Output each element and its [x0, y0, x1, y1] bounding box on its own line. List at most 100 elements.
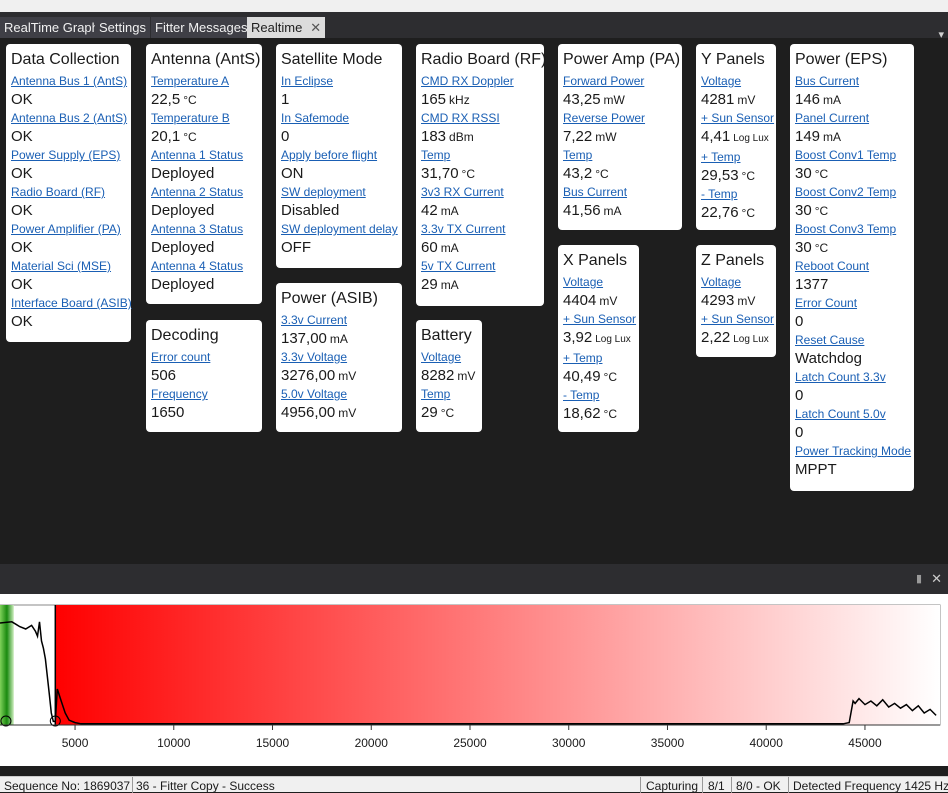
card-satellite-mode: Satellite Mode In Eclipse 1 In Safemode 0 App…: [276, 44, 402, 268]
field-label-link[interactable]: Power Amplifier (PA): [11, 222, 121, 236]
field-label-link[interactable]: + Sun Sensor: [563, 312, 637, 326]
frequency-marker[interactable]: [0, 715, 12, 727]
field-label-link[interactable]: Radio Board (RF): [11, 185, 106, 199]
value-text: 0: [795, 387, 804, 404]
value-unit: mV: [737, 294, 756, 308]
card-title: Power Amp (PA): [563, 51, 681, 68]
field-label-link[interactable]: Reboot Count: [795, 259, 870, 273]
field-label-link[interactable]: 3.3v Voltage: [281, 350, 348, 364]
field-label-link[interactable]: In Safemode: [281, 111, 350, 125]
field-value: 29,53 °C: [701, 165, 771, 187]
field-value: OK: [11, 237, 126, 259]
tab-realtime[interactable]: Realtime ✕: [247, 17, 326, 38]
x-tick-label: 5000: [62, 736, 89, 750]
value-unit: °C: [814, 204, 829, 218]
field-label-link[interactable]: Bus Current: [795, 74, 860, 88]
field-label-link[interactable]: Bus Current: [563, 185, 628, 199]
field-label-link[interactable]: Antenna 1 Status: [151, 148, 244, 162]
value-text: Deployed: [151, 165, 215, 182]
field-label-link[interactable]: Antenna Bus 1 (AntS): [11, 74, 128, 88]
pin-icon[interactable]: ▮: [915, 573, 922, 585]
value-text: 30: [795, 239, 812, 256]
field-label-link[interactable]: Temp: [421, 148, 451, 162]
tab-fitter-messages[interactable]: Fitter Messages: [151, 17, 252, 38]
tab-settings[interactable]: Settings: [95, 17, 150, 38]
tab-dropdown-icon[interactable]: ▾: [938, 29, 944, 41]
field-label-link[interactable]: Frequency: [151, 387, 208, 401]
field-label-link[interactable]: 3.3v Current: [281, 313, 348, 327]
field-label-link[interactable]: Temperature A: [151, 74, 230, 88]
field-value: 3276,00 mV: [281, 365, 397, 387]
field-label-link[interactable]: Panel Current: [795, 111, 870, 125]
field-label-link[interactable]: 5v TX Current: [421, 259, 496, 273]
value-text: OK: [11, 313, 33, 330]
field-label-link[interactable]: - Temp: [701, 187, 738, 201]
field-label-link[interactable]: Apply before flight: [281, 148, 378, 162]
spectrum-chart[interactable]: 5000 10000 15000 20000 25000 30000 35000 40000 4…: [0, 594, 948, 766]
field-label-link[interactable]: 5.0v Voltage: [281, 387, 348, 401]
field-label-link[interactable]: Error Count: [795, 296, 858, 310]
close-panel-icon[interactable]: ✕: [931, 571, 942, 586]
value-text: 60: [421, 239, 438, 256]
field-value: 60 mA: [421, 237, 539, 259]
field-label-link[interactable]: Voltage: [701, 275, 742, 289]
field-label-link[interactable]: Boost Conv3 Temp: [795, 222, 897, 236]
value-unit: Log Lux: [733, 334, 769, 345]
x-tick-label: 25000: [453, 736, 487, 750]
field-label-link[interactable]: Voltage: [421, 350, 462, 364]
field-label-link[interactable]: Error count: [151, 350, 211, 364]
value-text: 22,5: [151, 91, 181, 108]
field-label-link[interactable]: Reverse Power: [563, 111, 646, 125]
value-text: OK: [11, 202, 33, 219]
field-label-link[interactable]: Latch Count 3.3v: [795, 370, 886, 384]
field-label-link[interactable]: Interface Board (ASIB): [11, 296, 132, 310]
field-label-link[interactable]: Reset Cause: [795, 333, 865, 347]
field-label-link[interactable]: SW deployment: [281, 185, 366, 199]
field-value: 4,41 Log Lux: [701, 126, 771, 150]
field-label-link[interactable]: Material Sci (MSE): [11, 259, 112, 273]
field-label-link[interactable]: + Temp: [563, 351, 603, 365]
field-label-link[interactable]: + Temp: [701, 150, 741, 164]
field-label-link[interactable]: Voltage: [563, 275, 604, 289]
close-tab-icon[interactable]: ✕: [310, 20, 322, 35]
field-label-link[interactable]: Power Supply (EPS): [11, 148, 121, 162]
card-title: Data Collection: [11, 51, 120, 68]
field-label-link[interactable]: In Eclipse: [281, 74, 334, 88]
field-value: 2,22 Log Lux: [701, 327, 771, 351]
field-value: 29 mA: [421, 274, 539, 296]
field-label-link[interactable]: Boost Conv2 Temp: [795, 185, 897, 199]
field-label-link[interactable]: + Sun Sensor: [701, 111, 775, 125]
field-label-link[interactable]: CMD RX RSSI: [421, 111, 500, 125]
value-text: 29: [421, 276, 438, 293]
value-text: 146: [795, 91, 821, 108]
field-label-link[interactable]: Temp: [563, 148, 593, 162]
field-label-link[interactable]: 3.3v TX Current: [421, 222, 506, 236]
field-value: OK: [11, 200, 126, 222]
field-value: 41,56 mA: [563, 200, 677, 222]
detected-frequency: Detected Frequency 1425 Hz: [793, 779, 948, 793]
field-label-link[interactable]: Forward Power: [563, 74, 645, 88]
field-label-link[interactable]: Boost Conv1 Temp: [795, 148, 897, 162]
field-label-link[interactable]: Temperature B: [151, 111, 230, 125]
field-label-link[interactable]: Power Tracking Mode: [795, 444, 912, 458]
field-label-link[interactable]: 3v3 RX Current: [421, 185, 504, 199]
field-label-link[interactable]: Antenna 3 Status: [151, 222, 244, 236]
field-label-link[interactable]: CMD RX Doppler: [421, 74, 514, 88]
field-label-link[interactable]: Latch Count 5.0v: [795, 407, 886, 421]
spectrum-trace: [0, 621, 937, 725]
value-text: 1377: [795, 276, 829, 293]
field-value: 146 mA: [795, 89, 909, 111]
value-text: 0: [795, 313, 804, 330]
field-label-link[interactable]: Antenna Bus 2 (AntS): [11, 111, 128, 125]
value-unit: mV: [338, 406, 357, 420]
value-unit: °C: [741, 169, 756, 183]
field-label-link[interactable]: + Sun Sensor: [701, 312, 775, 326]
field-label-link[interactable]: Temp: [421, 387, 451, 401]
field-label-link[interactable]: - Temp: [563, 388, 600, 402]
field-label-link[interactable]: Antenna 4 Status: [151, 259, 244, 273]
tab-realtime-graph[interactable]: RealTime Graph: [0, 17, 103, 38]
field-label-link[interactable]: Voltage: [701, 74, 742, 88]
field-label-link[interactable]: Antenna 2 Status: [151, 185, 244, 199]
field-label-link[interactable]: SW deployment delay: [281, 222, 398, 236]
frequency-marker[interactable]: [49, 715, 61, 727]
